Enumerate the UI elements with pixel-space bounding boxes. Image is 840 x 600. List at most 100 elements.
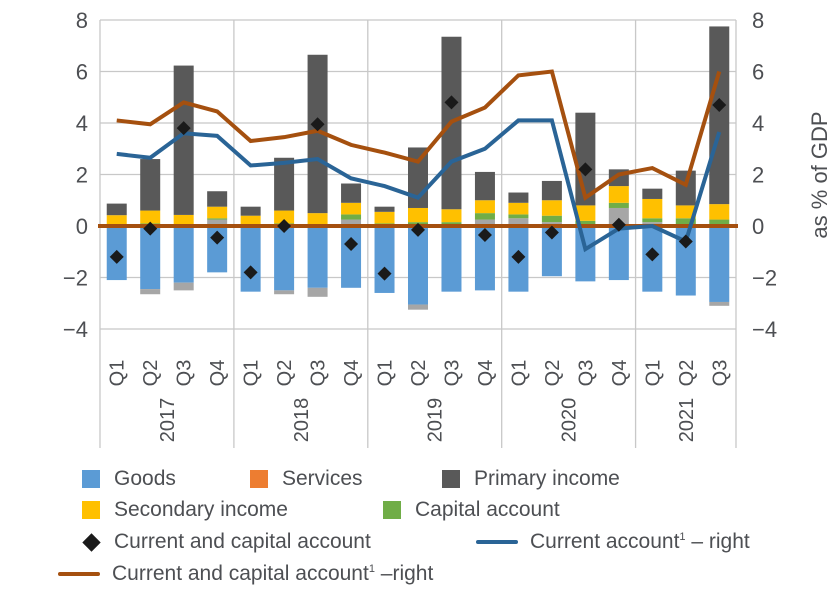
quarter-label: Q4 [207,360,229,387]
legend-label: Current and capital account [114,530,371,553]
marker-current-and-capital-account [611,217,626,232]
year-label: 2021 [676,398,698,443]
right-tick-label: −4 [752,317,777,342]
bar-secondary-income [575,205,596,221]
bars-layer [106,26,730,310]
secondary-income-swatch [82,501,100,519]
bar-primary-income [474,171,495,201]
bar-goods [173,226,194,283]
quarter-label: Q2 [408,360,430,387]
bar-services [341,219,362,226]
marker-current-and-capital-account [277,219,292,233]
bar-capital-account [207,218,228,220]
bar-secondary-income [441,209,462,223]
current-and-capital-account-line [116,69,722,201]
bar-capital-account [541,215,562,223]
bar-services [140,289,161,295]
bar-goods [341,226,362,288]
bar-capital-account [575,220,596,226]
bar-secondary-income [341,202,362,215]
bar-secondary-income [608,186,629,203]
bar-services [207,219,228,226]
bar-goods [474,226,495,291]
left-tick-label: 8 [76,8,88,33]
legend-label: Services [282,467,363,490]
legend-label: Secondary income [114,498,288,521]
bar-secondary-income [408,207,428,223]
bar-secondary-income [709,204,730,220]
quarter-label: Q3 [575,360,597,387]
bar-secondary-income [474,200,495,214]
legend-label: Primary income [474,467,620,490]
capital-account-swatch [383,501,401,519]
bar-capital-account [675,218,696,226]
bar-services [408,304,428,310]
marker-current-and-capital-account [511,249,526,264]
marker-current-and-capital-account [310,117,325,132]
quarter-label: Q4 [475,360,497,387]
right-tick-label: −2 [752,266,777,291]
year-label: 2017 [157,398,179,443]
diamond-marker-icon [82,532,101,552]
legend-item-goods: Goods [82,467,176,491]
bar-services [608,207,629,226]
marker-current-and-capital-account [109,249,124,264]
blue-line-icon [476,540,518,544]
bar-primary-income [307,54,328,214]
bar-secondary-income [508,202,529,215]
legend-item-current-and-capital-account: Current and capital account [82,530,371,554]
left-tick-label: −2 [63,266,88,291]
bar-services [508,218,529,226]
legend-item-current-account-right: Current account1 – right [476,530,750,554]
bar-goods [408,226,428,305]
marker-current-and-capital-account [411,222,425,237]
bar-primary-income [675,170,696,206]
bar-services [709,301,730,306]
bar-primary-income [140,159,161,211]
quarter-label: Q1 [642,360,664,387]
right-tick-label: 6 [752,60,764,85]
bar-primary-income [341,183,362,203]
left-tick-label: 2 [76,163,88,188]
marker-current-and-capital-account [678,234,693,249]
quarter-label: Q2 [676,360,698,387]
services-swatch [250,470,268,488]
markers-layer [109,95,727,281]
axes-layer: 8 8 6 6 4 4 2 2 0 0 −2 −2 −4 −4 Q1 Q2 Q3 Q4 2017 Q1 Q2 Q3 Q4 20… [63,8,777,442]
quarter-label: Q3 [174,360,196,387]
legend-item-services: Services [250,467,363,491]
quarter-label: Q2 [140,360,162,387]
quarter-label: Q2 [542,360,564,387]
quarter-label: Q3 [308,360,330,387]
quarter-label: Q3 [441,360,463,387]
bar-primary-income [374,206,395,212]
bar-goods [374,226,395,293]
marker-current-and-capital-account [210,230,225,245]
bar-goods [541,226,562,277]
bar-capital-account [608,202,629,208]
year-label: 2020 [559,398,581,443]
bar-goods [240,226,261,292]
bar-goods [140,226,161,290]
bar-primary-income [642,188,663,199]
bar-secondary-income [274,210,295,224]
bar-secondary-income [140,210,161,224]
left-tick-label: 6 [76,60,88,85]
bar-goods [441,226,462,292]
quarter-label: Q3 [709,360,731,387]
bar-secondary-income [173,214,194,226]
right-tick-label: 8 [752,8,764,33]
bar-goods [608,226,629,281]
bar-capital-account [508,214,529,219]
bar-secondary-income [541,200,562,216]
bar-services [173,282,194,291]
primary-income-swatch [442,470,460,488]
marker-current-and-capital-account [344,237,359,252]
marker-current-and-capital-account [578,162,593,177]
left-tick-label: 4 [76,111,88,136]
bar-goods [575,226,596,282]
bar-primary-income [207,191,228,207]
year-label: 2019 [425,398,447,443]
marker-current-and-capital-account [243,265,258,280]
legend-item-cca-right: Current and capital account1 –right [58,562,433,586]
